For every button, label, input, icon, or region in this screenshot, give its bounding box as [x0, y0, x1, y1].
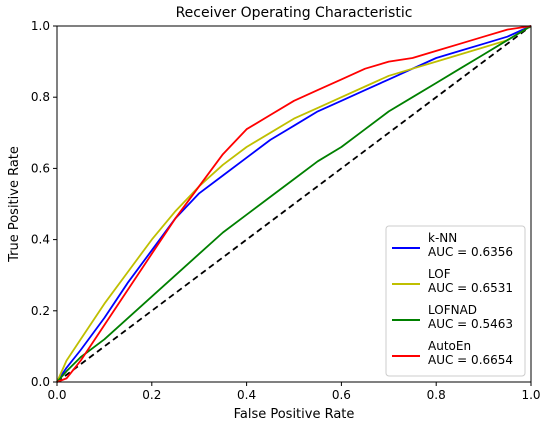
legend-entry-name: LOFNAD: [428, 303, 477, 317]
reference-diagonal-line: [56, 25, 532, 383]
x-tick-label: 0.6: [332, 388, 351, 402]
y-axis-ticks: 0.0 0.2 0.4 0.6 0.8 1.0: [31, 19, 57, 389]
chart-title: Receiver Operating Characteristic: [176, 5, 413, 21]
x-tick-label: 0.0: [47, 388, 66, 402]
x-tick-label: 0.4: [237, 388, 256, 402]
legend-box: [385, 225, 526, 377]
legend-entry-name: k-NN: [428, 231, 457, 245]
plot-frame: [56, 25, 532, 383]
y-tick-label: 0.0: [31, 375, 50, 389]
series-line-k-nn: [56, 25, 532, 383]
x-tick-label: 0.2: [142, 388, 161, 402]
series-line-autoen: [56, 25, 532, 383]
legend-entry-auc: AUC = 0.5463: [428, 317, 513, 331]
legend-entry-name: LOF: [428, 267, 451, 281]
legend-entry-auc: AUC = 0.6356: [428, 245, 513, 259]
plot-area: [56, 25, 532, 383]
legend-entry-auc: AUC = 0.6531: [428, 281, 513, 295]
x-axis-label: False Positive Rate: [234, 407, 355, 422]
y-tick-label: 0.4: [31, 233, 50, 247]
y-tick-label: 0.8: [31, 90, 50, 104]
series-line-lof: [56, 25, 532, 383]
series-line-lofnad: [56, 25, 532, 383]
x-axis-ticks: 0.0 0.2 0.4 0.6 0.8 1.0: [47, 382, 541, 402]
x-tick-label: 1.0: [521, 388, 540, 402]
x-tick-label: 0.8: [427, 388, 446, 402]
legend-entry-auc: AUC = 0.6654: [428, 353, 513, 367]
y-axis-label: True Positive Rate: [7, 146, 22, 263]
y-tick-label: 0.6: [31, 161, 50, 175]
legend-entry-name: AutoEn: [428, 339, 471, 353]
y-tick-label: 1.0: [31, 19, 50, 33]
y-tick-label: 0.2: [31, 304, 50, 318]
